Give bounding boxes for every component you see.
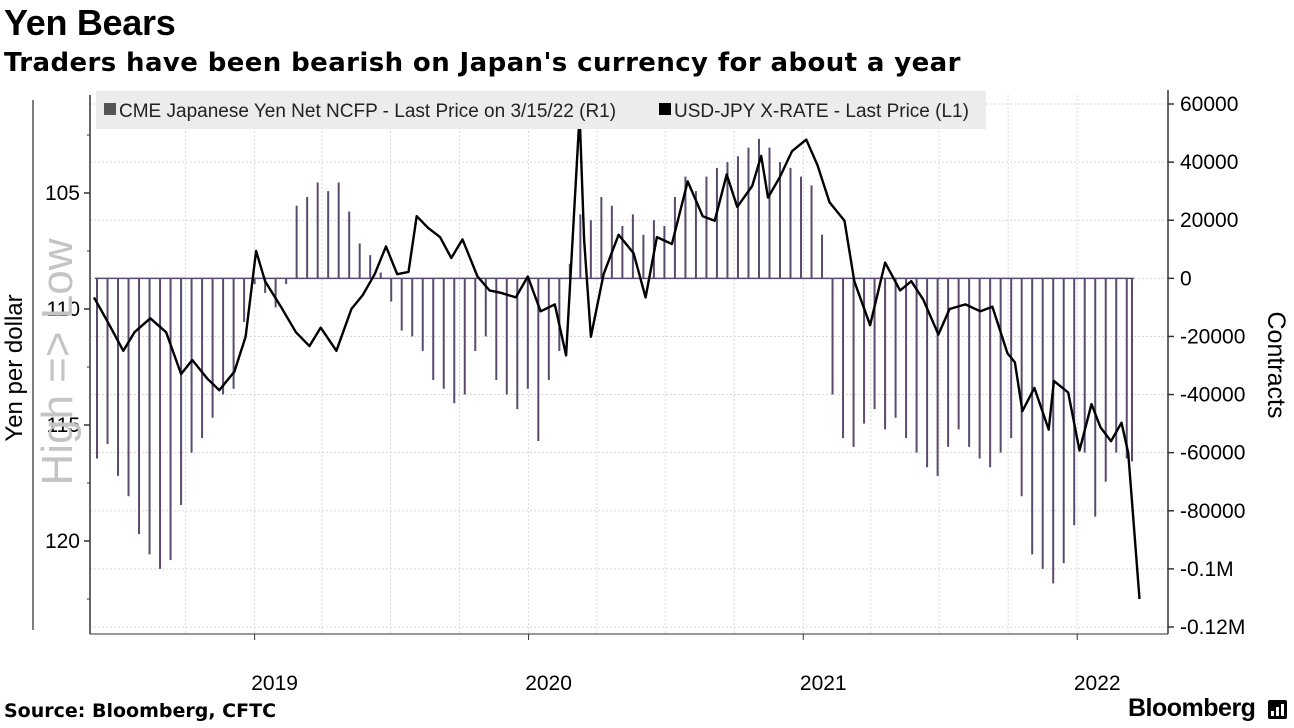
right-tick-label: 0 xyxy=(1180,267,1192,290)
x-tick-label: 2019 xyxy=(251,672,298,692)
left-tick-label: 105 xyxy=(45,182,80,205)
left-axis-annotation: High => Low xyxy=(33,238,82,485)
left-tick-label: 110 xyxy=(47,298,80,321)
right-tick-label: -40000 xyxy=(1180,384,1245,407)
x-tick-label: 2020 xyxy=(525,672,572,692)
right-tick-label: 40000 xyxy=(1180,151,1238,174)
right-tick-label: -80000 xyxy=(1180,500,1245,523)
right-tick-label: 60000 xyxy=(1180,93,1238,116)
series-usd-jpy-line xyxy=(92,112,1141,600)
right-tick-label: -0.1M xyxy=(1180,558,1234,581)
left-tick-label: 115 xyxy=(47,414,80,437)
bloomberg-chart-icon xyxy=(1268,700,1287,719)
right-tick-label: -60000 xyxy=(1180,442,1245,465)
chart: 105 110 115 120 60000 40000 20000 0 -20000 -40000… xyxy=(1,90,1290,692)
legend-label-net-position: CME Japanese Yen Net NCFP - Last Price o… xyxy=(119,101,616,122)
x-tick-label: 2021 xyxy=(800,672,847,692)
right-tick-label: 20000 xyxy=(1180,209,1238,232)
source-note: Source: Bloomberg, CFTC xyxy=(4,700,277,722)
brand-logo: Bloomberg xyxy=(1128,694,1256,722)
chart-title: Yen Bears xyxy=(4,2,176,43)
legend-label-usd-jpy: USD-JPY X-RATE - Last Price (L1) xyxy=(674,101,969,122)
legend-box xyxy=(96,91,986,129)
left-axis-title: Yen per dollar xyxy=(1,294,28,441)
right-axis-title: Contracts xyxy=(1262,312,1290,419)
legend-swatch-usd-jpy xyxy=(659,103,671,115)
left-tick-label: 120 xyxy=(45,530,80,553)
x-tick-label: 2022 xyxy=(1074,672,1121,692)
right-tick-label: -20000 xyxy=(1180,325,1245,348)
chart-subtitle: Traders have been bearish on Japan's cur… xyxy=(4,48,961,78)
right-tick-label: -0.12M xyxy=(1180,616,1245,639)
legend-swatch-net-position xyxy=(104,103,116,115)
